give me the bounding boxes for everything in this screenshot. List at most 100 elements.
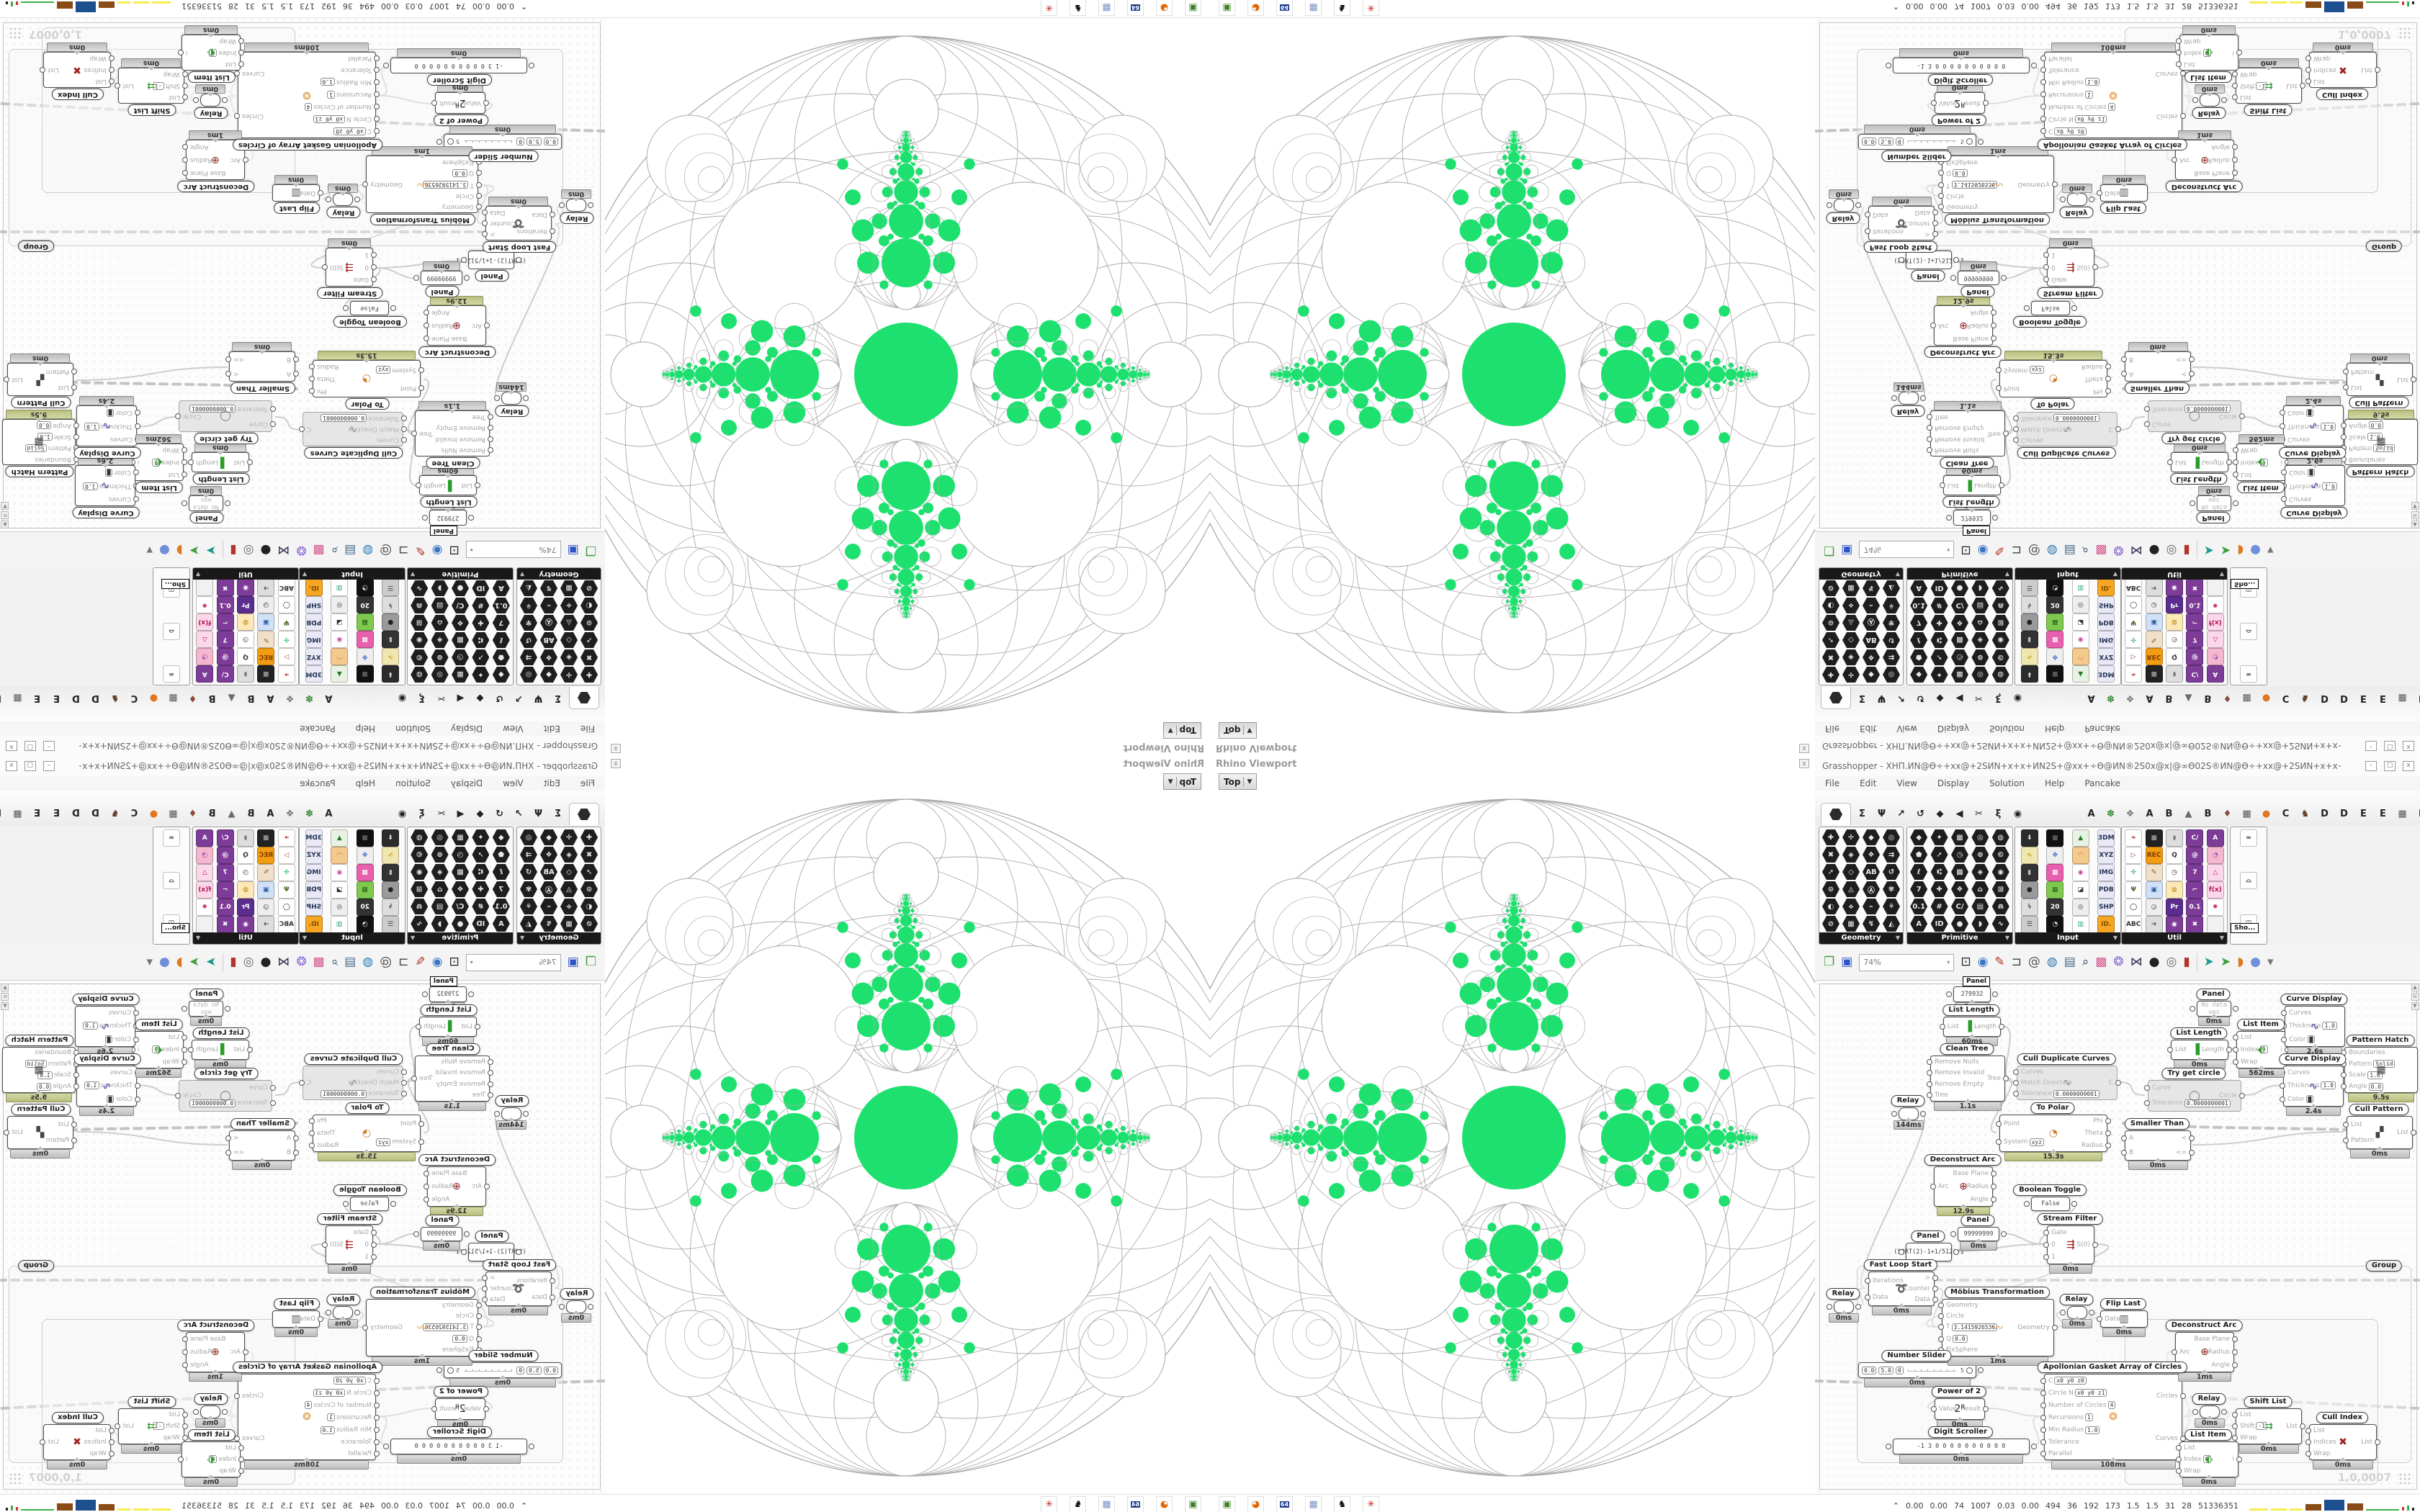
port-value-chip[interactable]: ▇ <box>104 1035 113 1044</box>
input-port[interactable]: Circle <box>456 1313 482 1320</box>
component-icon[interactable]: ⬇ <box>2020 829 2038 847</box>
component-icon[interactable]: ◷ <box>2165 631 2183 648</box>
component-icon[interactable]: ▮ <box>2020 864 2038 881</box>
component-icon[interactable]: ❖ <box>1951 615 1968 631</box>
component-icon[interactable]: ⋒ <box>1992 598 2009 613</box>
input-port[interactable]: Data <box>532 212 555 219</box>
node-name-capsule[interactable]: Panel <box>475 270 509 282</box>
output-port[interactable]: C <box>2109 1079 2121 1086</box>
tab-plugin-a2[interactable]: A <box>266 809 274 819</box>
component-icon[interactable]: A <box>493 580 510 596</box>
palette-label-primitive[interactable]: Primitive ▼ <box>1907 932 2012 944</box>
component-icon[interactable]: ◆ <box>1910 667 1927 683</box>
output-port[interactable]: Length <box>416 1023 446 1030</box>
input-port[interactable]: Point <box>1996 1120 2020 1128</box>
output-port[interactable]: Tree <box>411 1075 433 1082</box>
component-icon[interactable]: ◈ <box>431 632 449 648</box>
component-icon[interactable]: 0.1 <box>1910 598 1927 613</box>
component-icon[interactable]: A <box>493 916 510 932</box>
output-port[interactable]: List <box>2361 1439 2380 1446</box>
port-value-chip[interactable]: 1 <box>2084 90 2093 99</box>
node-name-capsule[interactable]: Clean Tree <box>426 1043 480 1055</box>
minimize-icon[interactable]: – <box>2365 761 2377 771</box>
node-toggle[interactable]: False <box>2024 1197 2077 1211</box>
input-port[interactable]: Shift -1 <box>2232 1422 2268 1431</box>
node-name-capsule[interactable]: Cull Pattern <box>11 1104 71 1115</box>
component-icon[interactable]: ▦ <box>1842 916 1860 932</box>
input-port[interactable]: Value <box>1931 1405 1957 1413</box>
node-shift[interactable]: List Shift -1 Wrap List ⇉ <box>115 1408 188 1444</box>
input-port[interactable]: Geometry <box>1938 203 1978 210</box>
output-port[interactable]: Length <box>2202 1046 2232 1053</box>
port-value-chip[interactable]: 3.1415926536 <box>1951 1323 1998 1331</box>
preview-eye-icon[interactable]: ◉ <box>431 543 443 557</box>
pin-green-icon[interactable]: ➤ <box>2220 543 2231 557</box>
component-icon[interactable]: Pr <box>237 899 255 916</box>
input-port[interactable]: List <box>95 78 115 85</box>
node-name-capsule[interactable]: Möbius Transformation <box>1945 1287 2050 1298</box>
node-name-capsule[interactable]: List Length <box>2170 473 2228 485</box>
node-name-capsule[interactable]: Boolean Toggle <box>333 1184 407 1196</box>
component-icon[interactable]: ▷ <box>277 648 295 665</box>
component-icon[interactable]: 0.1 <box>493 598 510 613</box>
input-port[interactable]: Data <box>1865 1294 1888 1301</box>
node-name-capsule[interactable]: Curve Display <box>72 507 140 518</box>
node-name-capsule[interactable]: Try get circle <box>2161 433 2226 444</box>
input-port[interactable]: Parallel <box>2040 55 2072 62</box>
component-icon[interactable]: ⇉ <box>520 649 537 665</box>
node-name-capsule[interactable]: To Polar <box>2030 1102 2075 1114</box>
output-port[interactable]: List <box>115 1423 134 1430</box>
component-icon[interactable]: ID <box>1931 580 1948 596</box>
component-icon[interactable]: ⊚ <box>1971 649 1989 665</box>
tab-plugin-d2[interactable]: D <box>72 809 80 819</box>
tab-surface[interactable]: ◆ <box>1936 693 1944 703</box>
canvas-corner-grip[interactable] <box>2398 27 2411 40</box>
component-icon[interactable]: ◉ <box>237 579 255 596</box>
canvas-scrollbar[interactable]: ▲ ≡ ▼ <box>2411 984 2419 1027</box>
component-icon[interactable]: ⇉ <box>1883 847 1900 863</box>
balloon-icon[interactable]: ❂ <box>2113 955 2124 969</box>
component-icon[interactable]: ◷ <box>1951 649 1968 665</box>
node-name-capsule[interactable]: Möbius Transformation <box>370 1287 475 1298</box>
component-icon[interactable]: ◗ <box>431 580 449 596</box>
component-icon[interactable]: 0.1 <box>216 899 234 916</box>
node-hatch[interactable]: Boundaries Pattern Solid Scale 1.0 Angle 0.0 ▦ <box>2 1047 79 1093</box>
mention-icon[interactable]: @ <box>2027 955 2040 969</box>
preview-shaded-icon[interactable]: ▮ <box>230 955 237 969</box>
component-icon[interactable]: ⌐ <box>2186 613 2204 631</box>
component-icon[interactable]: ◉ <box>331 864 349 881</box>
node-name-capsule[interactable]: Cull Pattern <box>11 397 71 408</box>
port-value-chip[interactable]: 1.0 <box>2085 1426 2100 1434</box>
input-port[interactable]: 1 <box>364 251 377 258</box>
tab-plugin-e2[interactable]: E <box>2380 693 2386 703</box>
output-port[interactable]: i <box>2232 1456 2242 1463</box>
component-icon[interactable]: © <box>1992 649 2009 665</box>
input-port[interactable]: Remove Empty <box>1927 1081 1984 1088</box>
zoom-extents-icon[interactable]: ⊡ <box>449 543 460 557</box>
component-icon[interactable]: ◗ <box>2165 665 2183 683</box>
port-value-chip[interactable]: 1.0 <box>2085 78 2100 86</box>
node-hatch[interactable]: Boundaries Pattern Solid Scale 1.0 Angle 0.0 ▦ <box>2 419 79 465</box>
component-icon[interactable]: ↯ <box>540 916 557 932</box>
pin-green-icon[interactable]: ➤ <box>189 543 200 557</box>
output-port[interactable]: Length <box>1974 482 2004 489</box>
component-icon[interactable]: C/ <box>1950 899 1968 914</box>
input-port[interactable]: Color ▇ <box>106 1095 140 1104</box>
output-port[interactable]: > <box>482 230 496 238</box>
component-icon[interactable]: ❧ <box>277 665 295 683</box>
input-port[interactable]: Angle 0.0 <box>2341 1082 2384 1091</box>
component-icon[interactable]: C/ <box>2186 829 2204 847</box>
output-port[interactable]: Base Plane <box>182 1336 225 1343</box>
component-icon[interactable]: ◠ <box>2071 847 2089 864</box>
input-port[interactable]: Indices <box>2305 66 2336 73</box>
output-port[interactable]: Tree <box>1987 430 2009 437</box>
component-icon[interactable]: ◎ <box>431 667 449 683</box>
output-port[interactable]: List <box>4 376 23 383</box>
zoom-level-select[interactable]: 74% ▾ <box>1859 541 1955 559</box>
component-icon[interactable]: ◍ <box>1992 667 2009 683</box>
component-icon[interactable]: ✹ <box>196 899 214 916</box>
component-icon[interactable]: C/ <box>452 598 469 613</box>
port-value-chip[interactable]: 0.0000000001 <box>2184 1099 2231 1107</box>
component-icon[interactable]: 0.1 <box>1910 899 1928 914</box>
component-icon[interactable]: ✾ <box>520 881 537 897</box>
